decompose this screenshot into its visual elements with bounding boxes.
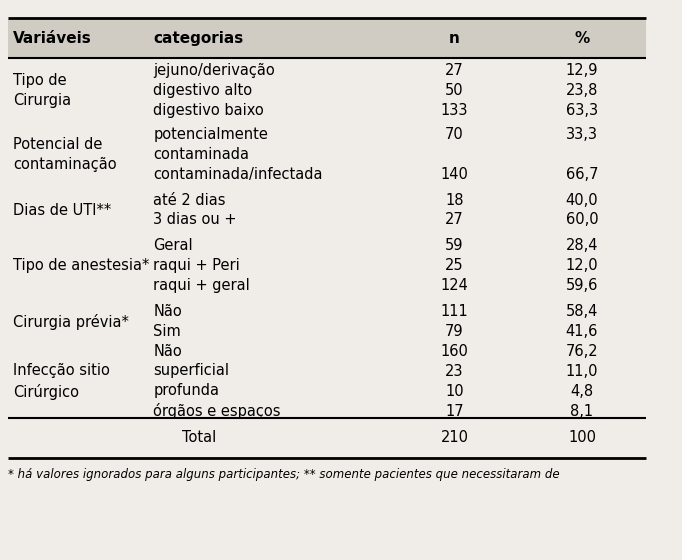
- Text: potencialmente
contaminada
contaminada/infectada: potencialmente contaminada contaminada/i…: [153, 127, 323, 181]
- Text: Não
superficial
profunda
órgãos e espaços: Não superficial profunda órgãos e espaço…: [153, 343, 281, 419]
- Text: Geral
raqui + Peri
raqui + geral: Geral raqui + Peri raqui + geral: [153, 239, 250, 293]
- Text: n: n: [449, 31, 460, 46]
- Text: 59
25
124: 59 25 124: [441, 239, 469, 293]
- Text: 70

140: 70 140: [441, 127, 469, 181]
- Text: até 2 dias
3 dias ou +: até 2 dias 3 dias ou +: [153, 193, 237, 227]
- Text: Variáveis: Variáveis: [13, 31, 92, 46]
- Text: 27
50
133: 27 50 133: [441, 63, 468, 118]
- Text: Tipo de
Cirurgia: Tipo de Cirurgia: [13, 73, 71, 108]
- Text: 58,4
41,6: 58,4 41,6: [566, 304, 598, 339]
- Text: Cirurgia prévia*: Cirurgia prévia*: [13, 314, 129, 329]
- Text: Infecção sitio
Cirúrgico: Infecção sitio Cirúrgico: [13, 363, 110, 399]
- Text: 12,9
23,8
63,3: 12,9 23,8 63,3: [565, 63, 598, 118]
- Text: * há valores ignorados para alguns participantes; ** somente pacientes que neces: * há valores ignorados para alguns parti…: [8, 468, 559, 481]
- Text: categorias: categorias: [153, 31, 243, 46]
- Text: Total: Total: [182, 430, 216, 445]
- Text: 76,2
11,0
4,8
8,1: 76,2 11,0 4,8 8,1: [565, 344, 598, 419]
- Text: jejuno/derivação
digestivo alto
digestivo baixo: jejuno/derivação digestivo alto digestiv…: [153, 63, 275, 118]
- Text: Não
Sim: Não Sim: [153, 304, 182, 339]
- Text: 160
23
10
17: 160 23 10 17: [441, 344, 469, 419]
- Text: 28,4
12,0
59,6: 28,4 12,0 59,6: [565, 239, 598, 293]
- Text: 111
79: 111 79: [441, 304, 469, 339]
- Text: 210: 210: [441, 430, 469, 445]
- Text: 33,3

66,7: 33,3 66,7: [565, 127, 598, 181]
- Text: Potencial de
contaminação: Potencial de contaminação: [13, 137, 117, 172]
- Text: 100: 100: [568, 430, 596, 445]
- Text: 18
27: 18 27: [445, 193, 464, 227]
- Bar: [8, 18, 646, 58]
- Text: %: %: [574, 31, 589, 46]
- Text: 40,0
60,0: 40,0 60,0: [565, 193, 598, 227]
- Text: Dias de UTI**: Dias de UTI**: [13, 203, 111, 218]
- Text: Tipo de anestesia*: Tipo de anestesia*: [13, 258, 149, 273]
